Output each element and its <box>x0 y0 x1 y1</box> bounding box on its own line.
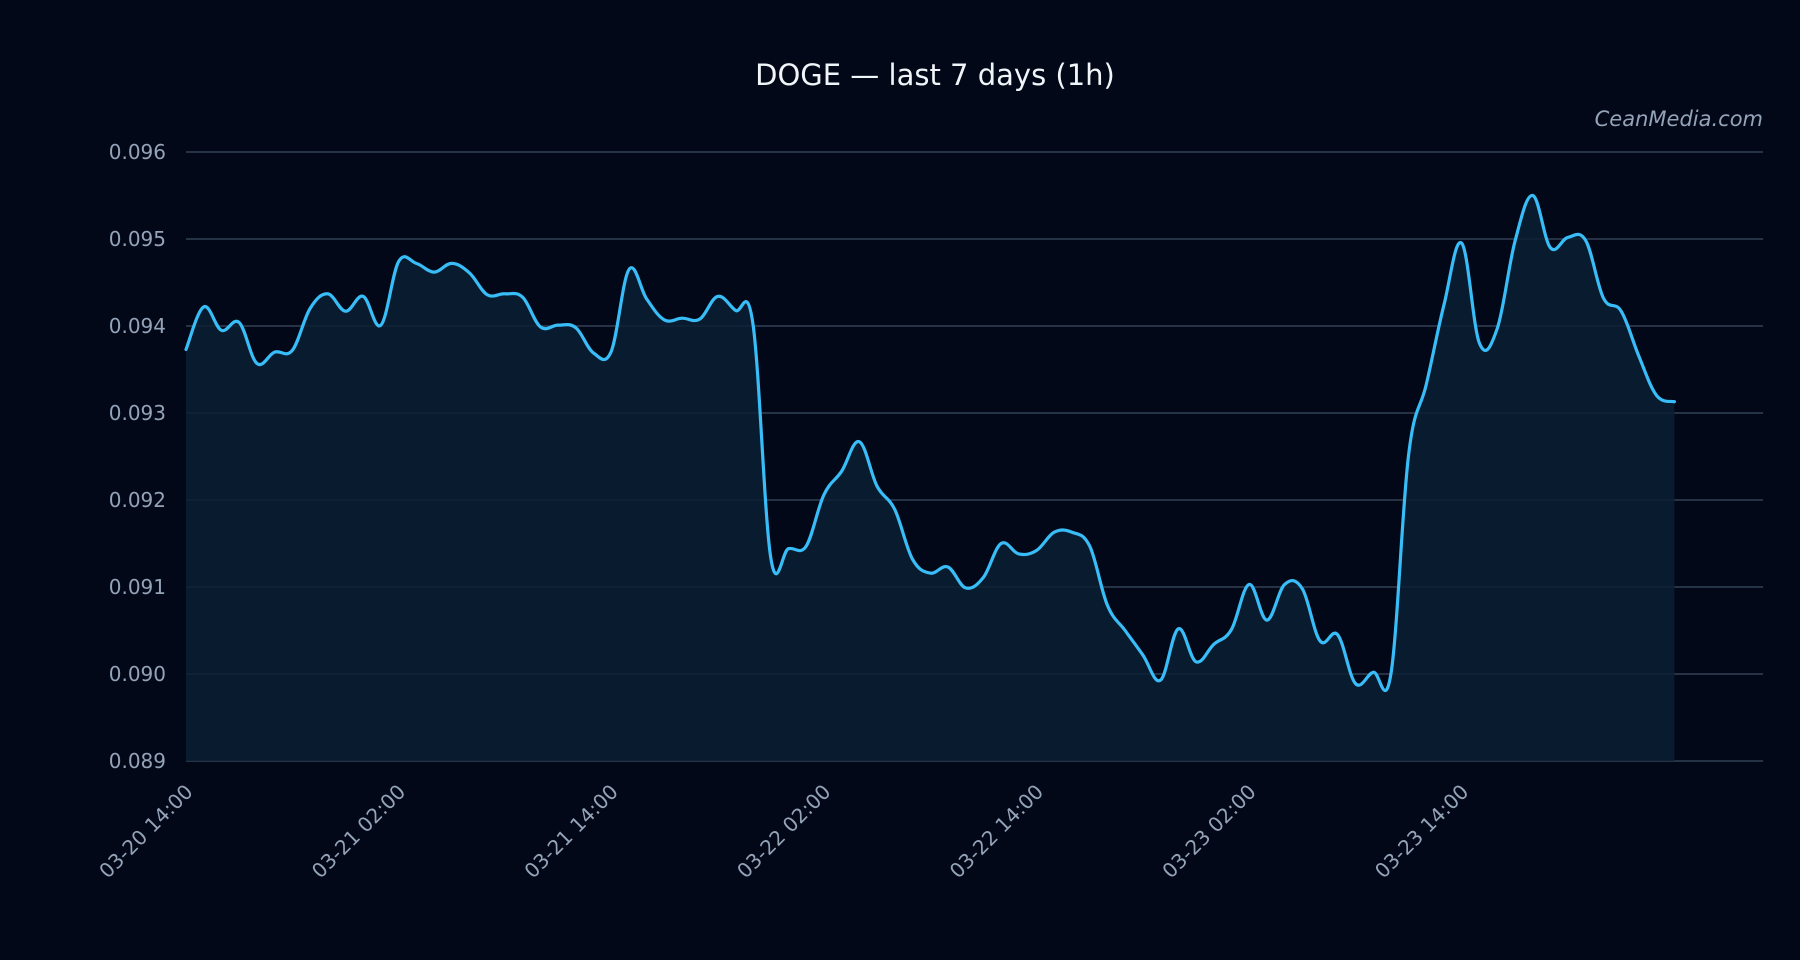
y-tick-label: 0.094 <box>109 314 166 338</box>
y-axis-ticks: 0.089 0.090 0.091 0.092 0.093 0.094 0.095 0.096 <box>109 140 166 773</box>
y-tick-label: 0.090 <box>109 662 166 686</box>
y-tick-label: 0.092 <box>109 488 166 512</box>
x-tick-label: 03-23 14:00 <box>1370 780 1473 883</box>
series-area <box>186 195 1675 762</box>
watermark: CeanMedia.com <box>1595 107 1763 131</box>
x-tick-label: 03-22 14:00 <box>945 780 1048 883</box>
chart-title: DOGE — last 7 days (1h) <box>755 58 1115 92</box>
x-tick-label: 03-21 02:00 <box>307 780 410 883</box>
x-tick-label: 03-20 14:00 <box>94 780 197 883</box>
series-line <box>184 193 1676 693</box>
y-tick-label: 0.089 <box>109 749 166 773</box>
y-tick-label: 0.091 <box>109 575 166 599</box>
x-tick-label: 03-23 02:00 <box>1157 780 1260 883</box>
y-tick-label: 0.096 <box>109 140 166 164</box>
x-tick-label: 03-21 14:00 <box>519 780 622 883</box>
x-tick-label: 03-22 02:00 <box>732 780 835 883</box>
area-layer <box>184 193 1676 762</box>
x-axis-ticks: 03-20 14:00 03-21 02:00 03-21 14:00 03-22 0… <box>94 780 1473 883</box>
y-tick-label: 0.093 <box>109 401 166 425</box>
y-tick-label: 0.095 <box>109 227 166 251</box>
